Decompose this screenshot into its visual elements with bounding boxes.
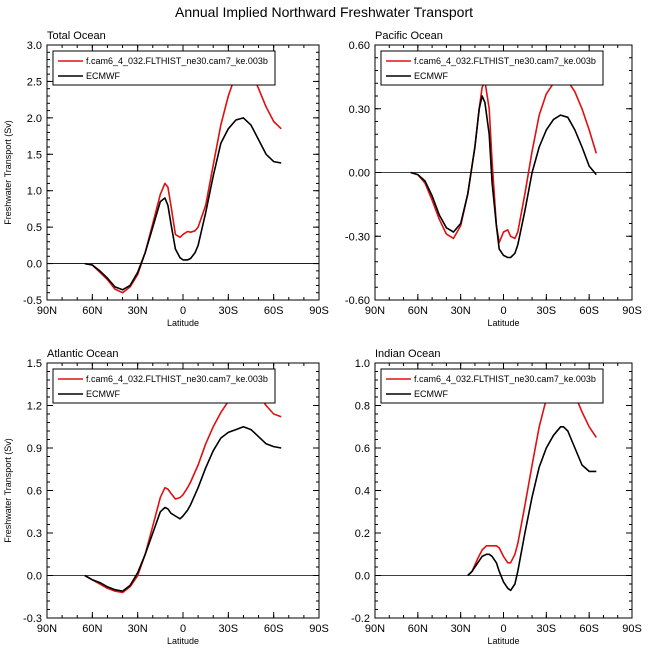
x-tick-label: 30N [451,305,471,317]
y-tick-label: 0.0 [355,571,370,583]
x-axis-label: Latitude [167,318,199,328]
panel-title: Indian Ocean [375,348,440,360]
x-tick-label: 90N [365,305,385,317]
legend: f.cam6_4_032.FLTHIST_ne30.cam7_ke.003b EC… [52,368,276,404]
legend-entry: ECMWF [86,389,120,399]
y-tick-label: 0.00 [349,168,370,180]
x-tick-label: 90S [622,305,642,317]
legend-entry: ECMWF [86,71,120,81]
x-tick-label: 30N [128,305,148,317]
y-axis-label: Freshwater Transport (Sv) [3,438,13,543]
x-axis-label: Latitude [167,636,199,646]
x-tick-label: 90S [309,305,329,317]
panel-title: Pacific Ocean [375,30,443,42]
legend-box [380,368,604,404]
y-tick-label: 0.3 [27,528,42,540]
y-tick-label: 1.0 [355,358,370,370]
y-tick-label: -0.3 [23,613,42,625]
x-tick-label: 90N [365,623,385,635]
series-line-model [84,383,282,594]
series-line-ecmwf [84,425,282,592]
legend-box [52,50,276,86]
panel-atlantic-ocean: Atlantic Ocean 90N 60N 30N 0 30S 60S 90S -0.3 0.0… [3,348,329,646]
legend: f.cam6_4_032.FLTHIST_ne30.cam7_ke.003b EC… [52,50,276,86]
x-axis-label: Latitude [487,636,519,646]
x-tick-label: 90S [309,623,329,635]
legend: f.cam6_4_032.FLTHIST_ne30.cam7_ke.003b EC… [380,50,604,86]
legend-box [52,368,276,404]
x-tick-label: 30S [219,623,239,635]
legend-entry: f.cam6_4_032.FLTHIST_ne30.cam7_ke.003b [86,374,268,384]
series-line-ecmwf [410,95,597,259]
x-tick-label: 30N [451,623,471,635]
y-tick-label: -0.5 [23,295,42,307]
panel-pacific-ocean: Pacific Ocean 90N 60N 30N 0 30S 60S 90S -0.60 -0.… [345,30,642,328]
series-line-model [467,372,597,577]
y-tick-label: 2.5 [27,76,42,88]
x-tick-label: 30N [128,623,148,635]
y-axis-label: Freshwater Transport (Sv) [3,120,13,225]
x-tick-label: 30S [219,305,239,317]
y-tick-label: -0.60 [345,295,370,307]
figure-title: Annual Implied Northward Freshwater Tran… [175,4,473,20]
x-tick-label: 30S [537,623,557,635]
x-tick-label: 0 [500,623,506,635]
x-tick-label: 60N [408,623,428,635]
x-tick-label: 60N [82,623,102,635]
panel-indian-ocean: Indian Ocean 90N 60N 30N 0 30S 60S 90S -0.2 0.0 0.… [351,348,642,646]
legend-box [380,50,604,86]
x-tick-label: 90N [37,623,57,635]
y-tick-label: 0.8 [355,401,370,413]
series-line-model [410,78,598,244]
x-tick-label: 60S [579,623,599,635]
legend-entry: f.cam6_4_032.FLTHIST_ne30.cam7_ke.003b [414,56,596,66]
x-tick-label: 60S [264,623,284,635]
y-tick-label: 3.0 [27,40,42,52]
x-tick-label: 90N [37,305,57,317]
y-tick-label: -0.2 [351,613,370,625]
panel-title: Total Ocean [47,30,106,42]
series-line-ecmwf [84,117,282,291]
legend: f.cam6_4_032.FLTHIST_ne30.cam7_ke.003b EC… [380,368,604,404]
y-tick-label: 0.6 [27,486,42,498]
panel-title: Atlantic Ocean [47,348,119,360]
y-tick-label: 0.5 [27,222,42,234]
x-tick-label: 0 [500,305,506,317]
y-tick-label: 0.0 [27,571,42,583]
legend-entry: f.cam6_4_032.FLTHIST_ne30.cam7_ke.003b [86,56,268,66]
y-tick-label: -0.30 [345,231,370,243]
legend-entry: ECMWF [414,71,448,81]
x-tick-label: 60S [264,305,284,317]
y-tick-label: 1.0 [27,186,42,198]
y-tick-label: 1.2 [27,401,42,413]
y-tick-label: 0.9 [27,443,42,455]
x-tick-label: 0 [180,623,186,635]
x-axis-label: Latitude [487,318,519,328]
x-tick-label: 60N [408,305,428,317]
x-tick-label: 60N [82,305,102,317]
x-tick-label: 0 [180,305,186,317]
legend-entry: f.cam6_4_032.FLTHIST_ne30.cam7_ke.003b [414,374,596,384]
legend-entry: ECMWF [414,389,448,399]
y-tick-label: 1.5 [27,149,42,161]
panels: Total Ocean 90N 60N 30N 0 30S 60S 90S -0.5 0.0 0.5… [3,30,642,646]
series-line-model [84,64,282,294]
x-tick-label: 30S [537,305,557,317]
y-tick-label: 0.4 [355,486,370,498]
y-tick-label: 0.2 [355,528,370,540]
panel-total-ocean: Total Ocean 90N 60N 30N 0 30S 60S 90S -0.5 0.0 0.5… [3,30,329,328]
y-tick-label: 0.6 [355,443,370,455]
series-line-ecmwf [467,425,597,592]
y-tick-label: 0.30 [349,104,370,116]
y-tick-label: 0.0 [27,259,42,271]
y-tick-label: 2.0 [27,113,42,125]
y-tick-label: 1.5 [27,358,42,370]
x-tick-label: 60S [579,305,599,317]
y-tick-label: 0.60 [349,40,370,52]
x-tick-label: 90S [622,623,642,635]
